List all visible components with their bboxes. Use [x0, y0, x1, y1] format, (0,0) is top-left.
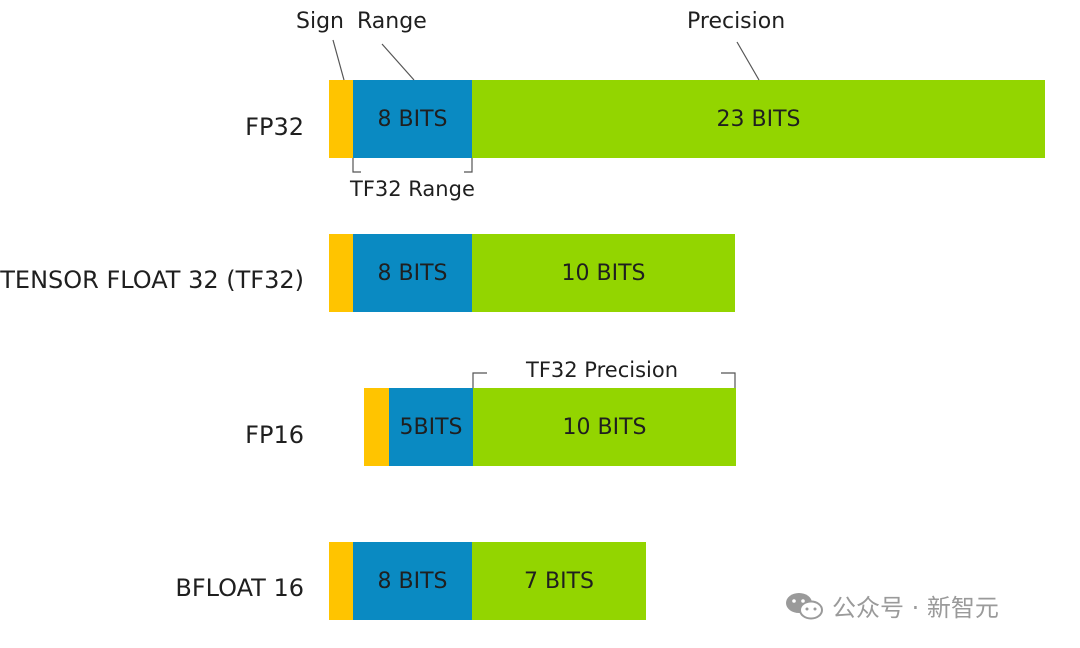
watermark: 公众号 · 新智元: [784, 588, 999, 623]
range-bits-label: 8 BITS: [377, 106, 448, 132]
tf32-range-label: TF32 Range: [350, 177, 475, 201]
wechat-icon: [786, 592, 823, 619]
range-bits-label: 8 BITS: [377, 260, 448, 286]
precision-bits-label: 10 BITS: [561, 260, 646, 286]
tf32-range-bracket: [352, 158, 361, 173]
precision-segment: 10 BITS: [472, 234, 735, 312]
bar-bfloat16: 8 BITS 7 BITS: [329, 542, 646, 620]
sign-segment: [329, 542, 353, 620]
sign-label: Sign: [296, 9, 344, 34]
sign-segment: [364, 388, 389, 466]
sign-segment: [329, 80, 353, 158]
precision-leader-line: [736, 41, 760, 81]
watermark-text: 公众号 · 新智元: [832, 594, 999, 622]
precision-bits-label: 7 BITS: [524, 568, 594, 594]
range-segment: 8 BITS: [353, 234, 472, 312]
format-label-fp16: FP16: [245, 421, 304, 449]
range-label: Range: [357, 9, 427, 34]
bar-fp32: 8 BITS 23 BITS: [329, 80, 1045, 158]
format-label-fp32: FP32: [245, 113, 304, 141]
precision-segment: 23 BITS: [472, 80, 1045, 158]
format-label-tf32: TENSOR FLOAT 32 (TF32): [0, 266, 304, 294]
precision-label: Precision: [687, 9, 786, 34]
range-leader-line: [381, 43, 415, 81]
tf32-precision-bracket-right: [721, 372, 736, 388]
precision-bits-label: 10 BITS: [562, 414, 647, 440]
precision-bits-label: 23 BITS: [716, 106, 801, 132]
range-bits-label: 8 BITS: [377, 568, 448, 594]
bar-fp16: 5BITS 10 BITS: [364, 388, 736, 466]
precision-segment: 7 BITS: [472, 542, 646, 620]
precision-segment: 10 BITS: [473, 388, 736, 466]
format-label-bfloat16: BFLOAT 16: [175, 574, 304, 602]
range-segment: 8 BITS: [353, 80, 472, 158]
range-segment: 8 BITS: [353, 542, 472, 620]
sign-leader-line: [332, 39, 345, 81]
range-segment: 5BITS: [389, 388, 473, 466]
tf32-precision-label: TF32 Precision: [526, 358, 679, 382]
tf32-range-bracket-right: [464, 158, 473, 173]
bar-tf32: 8 BITS 10 BITS: [329, 234, 735, 312]
tf32-precision-bracket-left: [472, 372, 487, 388]
sign-segment: [329, 234, 353, 312]
range-bits-label: 5BITS: [399, 414, 463, 440]
